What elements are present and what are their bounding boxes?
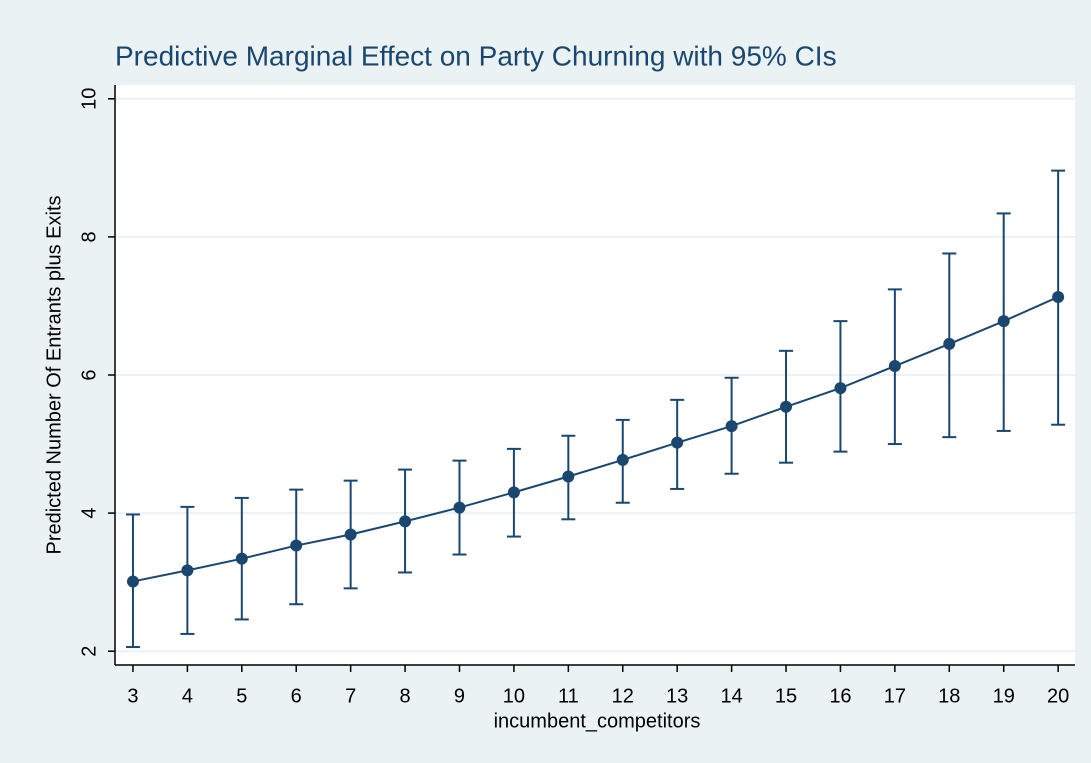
point: [507, 486, 520, 499]
point: [126, 575, 139, 588]
x-tick-label: 15: [775, 685, 797, 707]
chart-title: Predictive Marginal Effect on Party Chur…: [115, 40, 837, 71]
point: [562, 470, 575, 483]
point: [780, 400, 793, 413]
x-tick-label: 13: [666, 685, 688, 707]
point: [888, 360, 901, 373]
y-tick-label: 10: [78, 88, 100, 110]
point: [181, 564, 194, 577]
y-axis-label: Predicted Number Of Entrants plus Exits: [43, 195, 65, 554]
x-tick-label: 3: [127, 685, 138, 707]
x-tick-label: 8: [400, 685, 411, 707]
x-tick-label: 19: [993, 685, 1015, 707]
x-tick-label: 14: [720, 685, 742, 707]
point: [725, 420, 738, 433]
x-tick-label: 10: [503, 685, 525, 707]
y-tick-label: 2: [78, 646, 100, 657]
x-tick-label: 6: [291, 685, 302, 707]
point: [1052, 290, 1065, 303]
point: [616, 453, 629, 466]
x-tick-label: 20: [1047, 685, 1069, 707]
x-tick-label: 17: [884, 685, 906, 707]
y-tick-label: 6: [78, 369, 100, 380]
x-tick-label: 4: [182, 685, 193, 707]
point: [453, 501, 466, 514]
line: [132, 296, 1059, 583]
x-tick-label: 11: [558, 685, 579, 707]
point: [344, 528, 357, 541]
y-tick-label: 8: [78, 231, 100, 242]
x-tick-label: 7: [345, 685, 356, 707]
point: [834, 382, 847, 395]
point: [399, 515, 412, 528]
x-tick-label: 18: [938, 685, 960, 707]
x-axis-label: incumbent_competitors: [494, 710, 701, 732]
point: [671, 436, 684, 449]
x-tick-label: 12: [612, 685, 634, 707]
point: [235, 552, 248, 565]
x-tick-label: 9: [454, 685, 465, 707]
point: [290, 539, 303, 552]
point: [943, 337, 956, 350]
x-tick-label: 16: [829, 685, 851, 707]
point: [997, 315, 1010, 328]
y-tick-label: 4: [78, 508, 100, 519]
x-tick-label: 5: [236, 685, 247, 707]
